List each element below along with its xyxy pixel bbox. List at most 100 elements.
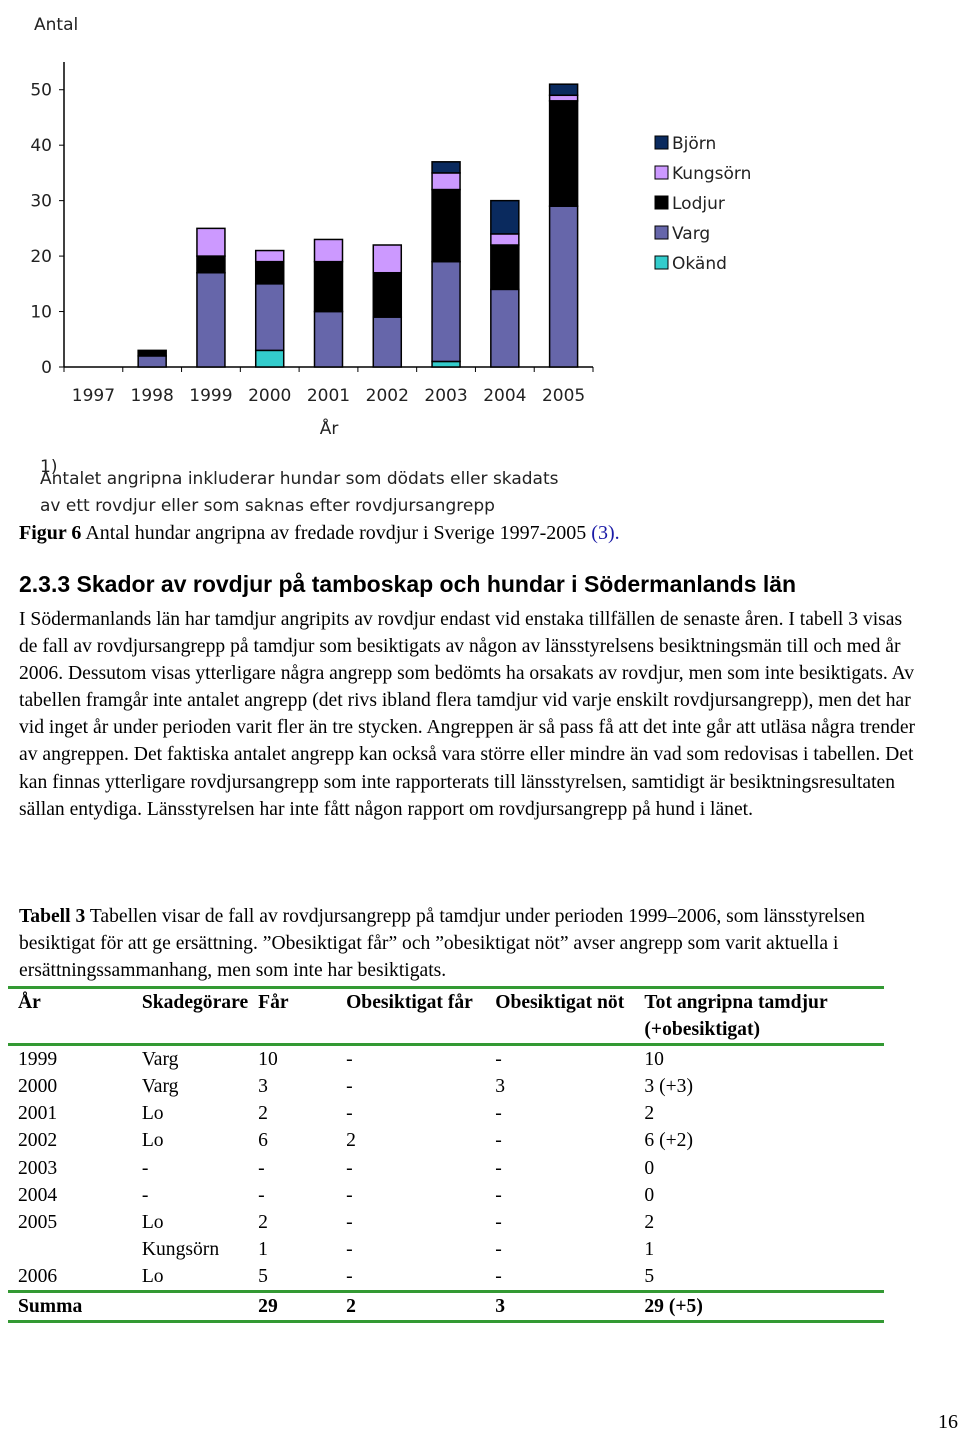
caption-ref[interactable]: (3). — [591, 522, 620, 544]
table-cell: 2004 — [18, 1184, 58, 1206]
table-cell: 2 — [258, 1103, 268, 1125]
bar-segment — [196, 227, 226, 257]
footnote-line: av ett rovdjur eller som saknas efter ro… — [40, 496, 495, 516]
table-cell: Summa — [8, 1290, 132, 1322]
bar-segment — [196, 271, 226, 368]
table-cell: 6 — [258, 1130, 268, 1152]
table-cell: Skadegörare — [131, 987, 249, 1047]
table-cell: 1 — [644, 1238, 655, 1260]
bar-segment — [431, 172, 461, 191]
table-cell: 10 — [258, 1049, 278, 1071]
table-cell: - — [495, 1103, 502, 1125]
bar-segment — [254, 260, 285, 285]
legend-swatch — [654, 165, 669, 180]
table-row: 2004 - - - - 0 — [8, 1182, 884, 1209]
bar-segment — [372, 244, 403, 274]
table-cell: 5 — [644, 1265, 655, 1287]
table-cell: 2000 — [18, 1076, 58, 1098]
paragraph: I Södermanlands län har tamdjur angripit… — [19, 609, 916, 820]
table-cell: Obesiktigat nöt — [485, 987, 635, 1047]
table-caption-text: Tabellen visar de fall av rovdjursangrep… — [19, 906, 865, 982]
table-cell: - — [141, 1184, 149, 1206]
bar-segment — [490, 199, 520, 235]
figure-caption: Figur 6 Antal hundar angripna av fredade… — [19, 522, 620, 545]
table-cell: 2001 — [18, 1103, 58, 1125]
caption-text: Antal hundar angripna av fredade rovdjur… — [85, 522, 587, 544]
table-cell: År — [8, 987, 132, 1047]
bar-segment — [254, 283, 285, 352]
x-tick-label: 2002 — [366, 386, 409, 406]
table-cell: - — [495, 1211, 502, 1233]
legend-label: Björn — [672, 134, 716, 154]
x-tick-label: 2005 — [542, 386, 585, 406]
legend-swatch — [654, 135, 669, 150]
section-heading: 2.3.3 Skador av rovdjur på tamboskap och… — [19, 571, 797, 597]
bar-segment — [196, 255, 226, 274]
bar-segment — [548, 205, 579, 368]
table-cell: - — [346, 1265, 353, 1287]
table-cell: 1999 — [18, 1049, 58, 1071]
x-tick-label: 1999 — [189, 386, 232, 406]
y-tick-label: 40 — [30, 136, 52, 156]
table-cell: 5 — [258, 1265, 268, 1287]
table-caption: Tabell 3 Tabellen visar de fall av rovdj… — [19, 903, 924, 984]
x-tick-label: 2003 — [424, 386, 467, 406]
bar-segment — [548, 83, 579, 97]
x-tick-label: 1997 — [72, 386, 115, 406]
page-number: 16 — [938, 1411, 958, 1433]
bar-segment — [431, 188, 461, 263]
bar-segment — [372, 271, 403, 318]
table-cell: Lo — [141, 1103, 164, 1125]
table: År Skadegörare Får Obesiktigat får Obesiktig… — [8, 986, 884, 1324]
table-row: Summa 29 2 3 29 (+5) — [8, 1290, 884, 1322]
y-tick-label: 50 — [30, 81, 52, 101]
table-cell: - — [346, 1184, 353, 1206]
table-cell: 10 — [644, 1049, 664, 1071]
x-tick-label: 2000 — [248, 386, 291, 406]
table-cell: - — [346, 1211, 353, 1233]
table-cell: 2003 — [18, 1157, 58, 1179]
y-tick-label: 20 — [30, 247, 52, 267]
table-cell: - — [495, 1265, 502, 1287]
table-cell: Varg — [141, 1076, 179, 1098]
y-axis-label: Antal — [34, 15, 78, 35]
x-tick-label: 2001 — [307, 386, 350, 406]
table-cell: - — [495, 1049, 502, 1071]
y-tick-label: 0 — [41, 358, 52, 378]
legend-label: Okänd — [672, 254, 727, 274]
table-row: År Skadegörare Får Obesiktigat får Obesiktig… — [8, 987, 884, 1047]
table-row: 2006 Lo 5 - - 5 — [8, 1263, 884, 1292]
table-cell — [8, 1236, 132, 1263]
table-cell: - — [495, 1184, 502, 1206]
table-cell: - — [258, 1184, 265, 1206]
table-row: 2005 Lo 2 - - 2 — [8, 1209, 884, 1236]
bar-segment — [490, 244, 520, 291]
table-cell: 29 — [248, 1290, 337, 1322]
table-row: 2000 Varg 3 - 3 3 (+3) — [8, 1073, 884, 1100]
bar-segment — [431, 161, 461, 174]
table-cell: - — [495, 1130, 502, 1152]
table-cell: - — [346, 1076, 353, 1098]
table-cell: 3 — [495, 1076, 506, 1098]
table-cell: 3 (+3) — [644, 1076, 693, 1098]
table-cell: 1 — [258, 1238, 268, 1260]
bar-segment — [254, 249, 285, 263]
table-cell: - — [346, 1238, 353, 1260]
x-tick-label: 1998 — [131, 386, 174, 406]
legend-swatch — [654, 255, 669, 270]
y-tick-label: 30 — [30, 192, 52, 212]
bar-segment — [137, 355, 167, 368]
table-cell: 2 — [346, 1130, 356, 1152]
footnote-marker: 1) — [40, 457, 57, 477]
bar-segment — [254, 349, 285, 368]
table-row: 2001 Lo 2 - - 2 — [8, 1100, 884, 1127]
legend-label: Lodjur — [672, 194, 725, 214]
table-cell: - — [346, 1157, 353, 1179]
table-cell — [131, 1290, 249, 1322]
table-cell: Lo — [141, 1130, 164, 1152]
legend-label: Kungsörn — [672, 164, 751, 184]
table-cell: 2002 — [18, 1130, 58, 1152]
table-row: 2002 Lo 6 2 - 6 (+2) — [8, 1127, 884, 1154]
bar-segment — [490, 288, 520, 368]
table-row: Kungsörn 1 - - 1 — [8, 1236, 884, 1263]
